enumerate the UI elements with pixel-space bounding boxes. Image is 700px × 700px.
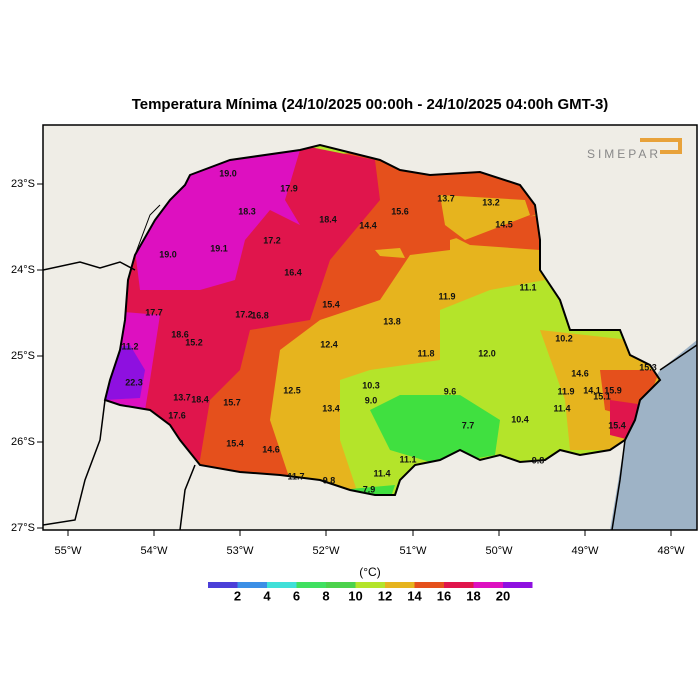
station-value: 19.1 [210,243,228,253]
station-value: 9.8 [323,475,336,485]
station-value: 15.3 [639,362,657,372]
station-value: 13.8 [383,316,401,326]
colorbar-segment [237,582,267,588]
colorbar-label: 14 [407,588,422,603]
colorbar-segment [355,582,385,588]
station-value: 7.9 [363,484,376,494]
lon-tick-label: 53°W [226,545,254,557]
station-value: 16.8 [251,310,269,320]
map-frame [42,124,698,531]
station-value: 14.1 [583,385,601,395]
station-value: 12.4 [320,339,338,349]
station-value: 17.2 [235,309,253,319]
station-value: 11.9 [438,291,455,301]
colorbar-label: 2 [234,588,241,603]
station-value: 15.2 [185,337,203,347]
station-value: 18.3 [238,206,256,216]
station-value: 17.2 [263,235,281,245]
station-value: 11.1 [519,282,536,292]
lon-tick-label: 50°W [485,545,513,557]
station-value: 14.5 [495,219,513,229]
station-value: 18.6 [171,329,189,339]
station-value: 17.9 [280,183,298,193]
station-value: 7.7 [462,420,475,430]
station-value: 15.4 [322,299,340,309]
station-value: 17.6 [168,410,186,420]
station-value: 9.0 [365,395,378,405]
station-value: 11.9 [557,386,574,396]
station-value: 11.4 [553,403,570,413]
station-value: 16.4 [284,267,302,277]
station-value: 15.6 [391,206,409,216]
lat-tick-label: 24°S [11,264,35,276]
lon-tick-label: 51°W [399,545,427,557]
colorbar-label: 16 [437,588,451,603]
station-value: 11.1 [399,454,416,464]
station-value: 14.6 [262,444,280,454]
colorbar-label: 4 [263,588,271,603]
colorbar-label: 18 [466,588,480,603]
station-value: 9.8 [532,455,545,465]
station-value: 13.2 [482,197,500,207]
station-value: 15.1 [593,391,611,401]
station-value: 13.7 [173,392,191,402]
colorbar-label: 10 [348,588,362,603]
colorbar-segment [267,582,297,588]
station-value: 12.0 [478,348,496,358]
station-value: 10.3 [362,380,380,390]
station-value: 17.7 [145,307,163,317]
lon-tick-label: 48°W [657,545,685,557]
map-area [43,125,697,530]
lat-tick-label: 23°S [11,178,35,190]
station-value: 15.7 [223,397,241,407]
colorbar-label: 20 [496,588,510,603]
station-value: 13.7 [437,193,455,203]
station-value: 11.8 [417,348,434,358]
station-value: 11.4 [373,468,390,478]
lon-tick-label: 54°W [140,545,168,557]
station-value: 10.2 [555,333,573,343]
colorbar-segment [444,582,474,588]
colorbar-segment [326,582,356,588]
lon-tick-label: 49°W [571,545,599,557]
colorbar-label: 8 [322,588,329,603]
logo: SIMEPAR [587,147,661,161]
station-value: 14.6 [571,368,589,378]
colorbar-segment [473,582,503,588]
colorbar-segment [296,582,326,588]
lat-tick-label: 27°S [11,522,35,534]
lon-tick-label: 52°W [312,545,340,557]
colorbar-segment [414,582,444,588]
logo-mark [640,138,682,154]
station-value: 15.9 [604,385,622,395]
colorbar-segment [503,582,533,588]
lat-tick-label: 26°S [11,436,35,448]
station-value: 14.4 [359,220,377,230]
station-value: 19.0 [219,168,237,178]
station-value: 13.4 [322,403,340,413]
station-value: 9.6 [444,386,457,396]
colorbar-unit: (°C) [359,565,380,579]
lon-tick-label: 55°W [54,545,82,557]
station-value: 10.4 [511,414,529,424]
lat-tick-label: 25°S [11,350,35,362]
station-value: 12.5 [283,385,301,395]
colorbar-label: 6 [293,588,300,603]
station-value: 18.4 [319,214,337,224]
station-value: 22.3 [125,377,143,387]
map-title: Temperatura Mínima (24/10/2025 00:00h - … [132,96,609,113]
station-value: 15.4 [226,438,244,448]
station-value: 18.4 [191,394,209,404]
station-value: 19.0 [159,249,177,259]
colorbar-label: 12 [378,588,392,603]
colorbar-segment [208,582,238,588]
colorbar-segment [385,582,415,588]
station-value: 11.7 [287,471,304,481]
station-value: 15.4 [608,420,626,430]
station-value: 11.2 [121,341,138,351]
